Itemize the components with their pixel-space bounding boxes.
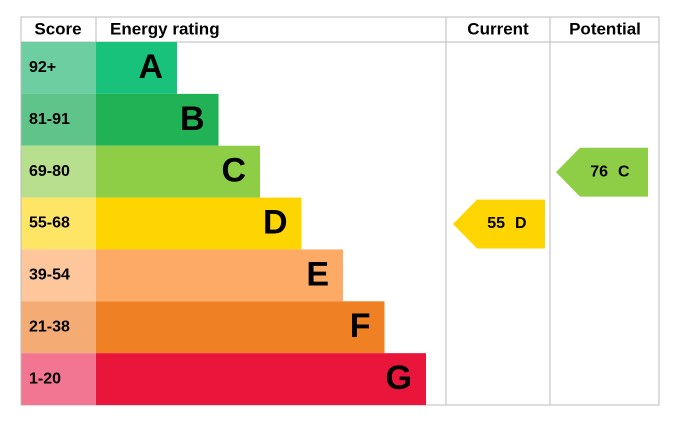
- rating-bar: [96, 93, 219, 146]
- rating-letter: F: [350, 307, 371, 345]
- score-cell: [21, 249, 96, 302]
- header-score: Score: [34, 19, 81, 38]
- header-current: Current: [467, 19, 529, 38]
- rating-bar: [96, 197, 302, 250]
- score-label: 69-80: [29, 163, 70, 180]
- potential-value: 76: [590, 163, 608, 180]
- score-label: 21-38: [29, 318, 70, 335]
- score-label: 81-91: [29, 111, 70, 128]
- score-cell: [21, 353, 96, 406]
- rating-letter: E: [306, 255, 329, 293]
- rating-letter: G: [386, 359, 412, 397]
- rating-bar: [96, 42, 177, 94]
- rating-letter: C: [221, 152, 246, 190]
- score-label: 92+: [29, 59, 56, 76]
- score-cell: [21, 145, 96, 198]
- score-cell: [21, 301, 96, 354]
- potential-arrow: [556, 147, 648, 197]
- header-potential: Potential: [569, 19, 641, 38]
- rating-bar: [96, 145, 260, 198]
- score-label: 55-68: [29, 215, 70, 232]
- score-cell: [21, 197, 96, 250]
- score-cell: [21, 93, 96, 146]
- rating-bar: [96, 353, 426, 406]
- rating-bar: [96, 301, 385, 354]
- current-arrow: [453, 199, 545, 249]
- potential-letter: C: [618, 163, 630, 180]
- rating-letter: D: [263, 203, 288, 241]
- current-value: 55: [487, 215, 505, 232]
- rating-bar: [96, 249, 343, 302]
- rating-letter: A: [138, 48, 163, 86]
- current-letter: D: [515, 215, 527, 232]
- score-label: 39-54: [29, 267, 70, 284]
- score-label: 1-20: [29, 370, 61, 387]
- rating-letter: B: [180, 100, 205, 138]
- header-rating: Energy rating: [110, 19, 220, 38]
- score-cell: [21, 42, 96, 94]
